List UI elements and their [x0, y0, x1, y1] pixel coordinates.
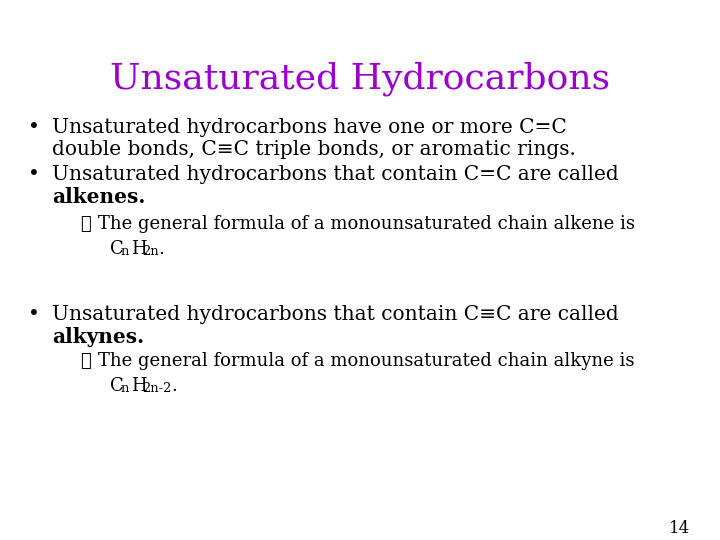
Text: n: n: [120, 382, 128, 395]
Text: •: •: [28, 305, 40, 324]
Text: H: H: [131, 377, 147, 395]
Text: Unsaturated hydrocarbons that contain C≡C are called: Unsaturated hydrocarbons that contain C≡…: [52, 305, 618, 324]
Text: The general formula of a monounsaturated chain alkyne is: The general formula of a monounsaturated…: [98, 352, 634, 370]
Text: n: n: [120, 245, 128, 258]
Text: •: •: [28, 165, 40, 184]
Text: C: C: [110, 377, 124, 395]
Text: .: .: [158, 240, 164, 258]
Text: ✓: ✓: [80, 352, 91, 370]
Text: double bonds, C≡C triple bonds, or aromatic rings.: double bonds, C≡C triple bonds, or aroma…: [52, 140, 576, 159]
Text: 14: 14: [669, 520, 690, 537]
Text: Unsaturated Hydrocarbons: Unsaturated Hydrocarbons: [110, 62, 610, 97]
Text: The general formula of a monounsaturated chain alkene is: The general formula of a monounsaturated…: [98, 215, 635, 233]
Text: alkynes.: alkynes.: [52, 327, 144, 347]
Text: Unsaturated hydrocarbons that contain C=C are called: Unsaturated hydrocarbons that contain C=…: [52, 165, 618, 184]
Text: C: C: [110, 240, 124, 258]
Text: 2n: 2n: [142, 245, 158, 258]
Text: alkenes.: alkenes.: [52, 187, 145, 207]
Text: ✓: ✓: [80, 215, 91, 233]
Text: H: H: [131, 240, 147, 258]
Text: .: .: [171, 377, 177, 395]
Text: •: •: [28, 118, 40, 137]
Text: 2n-2: 2n-2: [142, 382, 171, 395]
Text: Unsaturated hydrocarbons have one or more C=C: Unsaturated hydrocarbons have one or mor…: [52, 118, 567, 137]
